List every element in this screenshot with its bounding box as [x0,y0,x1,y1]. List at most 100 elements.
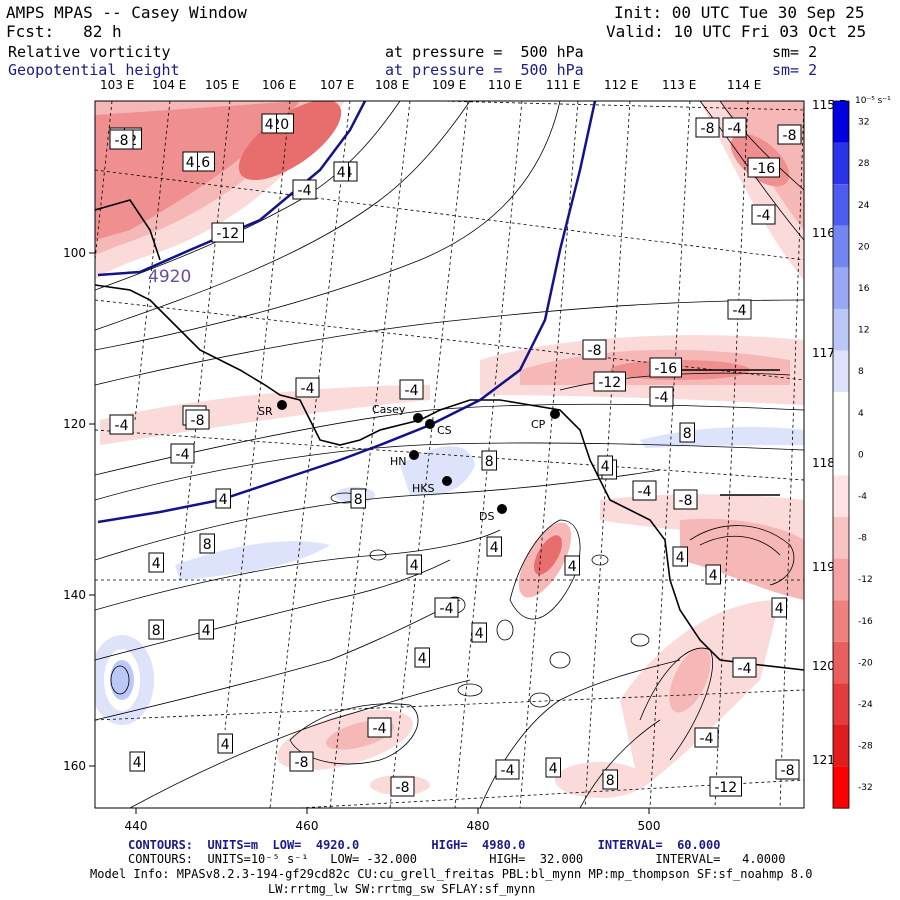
top-lon-label: 111 E [546,78,580,92]
colorbar: 10⁻⁵ s⁻¹ 32 28 24 20 16 12 8 4 0 -4 -8 -12 -16 -20 -24 -… [832,96,891,809]
svg-text:8: 8 [683,426,692,442]
station-label: SR [258,405,273,418]
contour-label: -4 [292,179,317,200]
colorbar-tick-label: 4 [858,409,864,419]
svg-text:4: 4 [221,737,230,753]
colorbar-tick-label: 16 [858,284,870,294]
contour-label: -4 [694,727,719,748]
height-contour-label: 4920 [148,267,191,287]
svg-text:8: 8 [606,773,615,789]
colorbar-segment [833,184,849,226]
top-lon-label: 110 E [488,78,522,92]
top-lon-label: 108 E [375,78,409,92]
footer-physics: LW:rrtmg_lw SW:rrtmg_sw SFLAY:sf_mynn [268,882,536,896]
colorbar-unit: 10⁻⁵ s⁻¹ [855,96,891,106]
colorbar-segment [833,683,849,725]
contour-label: -12 [211,222,244,243]
colorbar-tick-label: 24 [858,201,870,211]
svg-text:-4: -4 [440,601,454,617]
colorbar-segment [833,766,849,809]
x-axis-tick-label: 460 [296,819,319,833]
station-marker [550,409,560,419]
height-contour-north [97,101,367,277]
svg-text:4: 4 [219,492,228,508]
svg-text:4: 4 [418,651,427,667]
contour-label: 8 [679,422,695,443]
svg-text:-16: -16 [752,161,775,177]
forecast-hour: Fcst: 82 h [6,22,122,41]
y-axis-tick-label: 160 [63,759,86,773]
svg-text:-8: -8 [588,343,602,359]
plot-frame [94,100,805,809]
model-title: AMPS MPAS -- Casey Window [6,3,247,22]
contour-label: -16 [747,157,780,178]
colorbar-tick-label: 12 [858,326,869,336]
top-lon-label: 105 E [205,78,239,92]
svg-text:-4: -4 [638,484,652,500]
contour-label: 4 [198,619,214,640]
svg-text:-4: -4 [373,721,387,737]
svg-text:4: 4 [601,459,610,475]
contour-label: 8 [481,450,497,471]
contour-label: -4 [495,759,520,780]
top-lon-label: 104 E [152,78,186,92]
svg-text:-4: -4 [301,381,315,397]
svg-text:-4: -4 [655,390,669,406]
colorbar-segment [833,309,849,351]
svg-text:4: 4 [410,558,419,574]
contour-label: -8 [673,489,698,510]
colorbar-tick-label: 32 [858,118,869,128]
svg-text:-8: -8 [396,780,410,796]
svg-text:4: 4 [549,761,558,777]
colorbar-segment [833,558,849,601]
field2-level: at pressure = 500 hPa [385,61,584,79]
svg-text:-4: -4 [405,383,419,399]
contour-label: 4 [471,622,487,643]
field1-name: Relative vorticity [8,43,171,61]
colorbar-segment [833,101,849,143]
svg-text:-4: -4 [738,661,752,677]
y-axis-tick-label: 120 [63,417,86,431]
contour-label: -4 [722,117,747,138]
contour-label: 4 [217,733,233,754]
top-lon-label: 112 E [604,78,638,92]
svg-text:-4: -4 [733,303,747,319]
x-axis-tick-label: 440 [125,819,148,833]
contour-label: -8 [777,124,802,145]
init-time: Init: 00 UTC Tue 30 Sep 25 [614,3,865,22]
colorbar-tick-label: -20 [858,658,873,668]
station-label: Casey [372,403,406,416]
station-label: CP [531,418,546,431]
top-longitude-labels: 103 E 104 E 105 E 106 E 107 E 108 E 109 E 110 E… [100,78,761,92]
contour-label: -4 [399,379,424,400]
svg-text:8: 8 [354,492,363,508]
svg-text:-4: -4 [757,208,771,224]
contour-label: -12 [709,776,742,797]
contour-label: -4 [295,377,320,398]
contour-label: -12 [593,371,626,392]
contour-label: 4 [597,455,613,476]
contour-label: 4 [215,488,231,509]
colorbar-segment [833,641,849,684]
contour-label: 4 [182,151,198,172]
contour-label: -8 [775,759,800,780]
svg-text:4: 4 [775,601,784,617]
contour-labels-layer: -12-12-20-16-8-4-12-4-8-4-8-16-4-4-4-8-1… [109,113,802,797]
svg-text:-8: -8 [191,413,205,429]
colorbar-tick-label: 0 [858,450,864,460]
svg-text:8: 8 [485,454,494,470]
svg-text:-8: -8 [701,121,715,137]
colorbar-tick-label: -4 [858,492,867,502]
top-lon-label: 114 E [727,78,761,92]
svg-text:4: 4 [202,623,211,639]
field2-smoothing: sm= 2 [772,61,818,79]
top-lon-label: 107 E [320,78,354,92]
contour-label: 4 [771,597,787,618]
svg-text:-4: -4 [298,183,312,199]
station-label: HKS [412,482,434,495]
colorbar-tick-label: -8 [858,534,867,544]
top-lon-label: 113 E [662,78,696,92]
svg-text:-8: -8 [295,755,309,771]
colorbar-tick-label: -12 [858,575,873,585]
contour-label: -8 [289,751,314,772]
